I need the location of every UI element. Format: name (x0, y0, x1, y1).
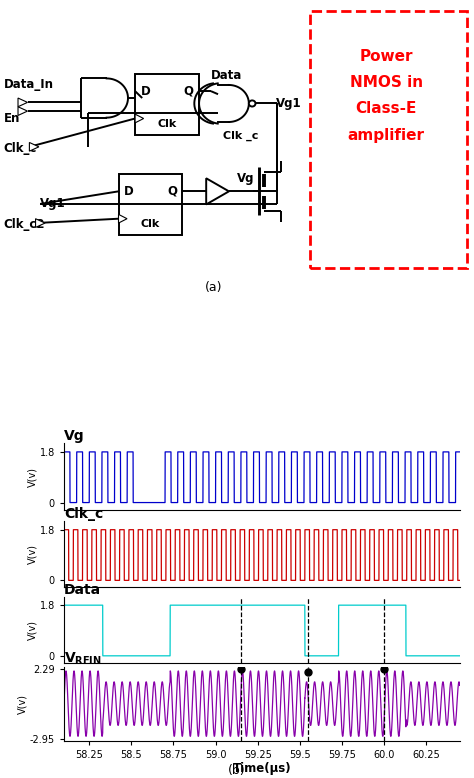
Y-axis label: V(v): V(v) (27, 545, 37, 564)
Polygon shape (206, 178, 229, 205)
Text: Clk_c: Clk_c (4, 142, 37, 155)
Text: Data: Data (64, 583, 101, 597)
Text: Q: Q (183, 85, 194, 98)
Text: En: En (4, 112, 20, 125)
Text: NMOS in: NMOS in (350, 75, 423, 90)
Text: Vg1: Vg1 (40, 198, 66, 210)
Text: $\mathbf{V_{RFIN}}$: $\mathbf{V_{RFIN}}$ (64, 650, 102, 667)
Polygon shape (135, 114, 144, 123)
Text: Data_In: Data_In (4, 79, 54, 92)
Text: D: D (141, 85, 150, 98)
Bar (135, 74, 199, 135)
Text: Clk: Clk (141, 219, 160, 230)
Text: Vg: Vg (237, 172, 254, 185)
Text: D: D (124, 185, 134, 198)
Y-axis label: V(v): V(v) (27, 620, 37, 640)
Text: Clk_c: Clk_c (64, 507, 103, 521)
Circle shape (249, 100, 255, 107)
Text: Q: Q (167, 185, 177, 198)
Text: Clk_c2: Clk_c2 (4, 218, 46, 231)
Text: (b): (b) (228, 764, 246, 777)
Polygon shape (29, 142, 39, 151)
Bar (118, 174, 182, 235)
Text: Clk _c: Clk _c (223, 131, 258, 141)
Text: amplifier: amplifier (348, 128, 425, 142)
Text: Class-E: Class-E (356, 101, 417, 117)
Polygon shape (118, 215, 127, 223)
X-axis label: Time(μs): Time(μs) (233, 762, 291, 776)
Text: Vg1: Vg1 (276, 97, 301, 110)
Text: Power: Power (360, 49, 413, 64)
Polygon shape (18, 107, 27, 115)
Y-axis label: V(v): V(v) (27, 467, 37, 486)
Text: (a): (a) (205, 281, 222, 294)
Polygon shape (36, 219, 45, 227)
Y-axis label: V(v): V(v) (17, 694, 27, 713)
Bar (310, 11, 467, 268)
Text: Vg: Vg (64, 429, 85, 443)
Text: Data: Data (210, 69, 242, 82)
Polygon shape (18, 98, 27, 107)
Text: Clk: Clk (157, 119, 177, 129)
